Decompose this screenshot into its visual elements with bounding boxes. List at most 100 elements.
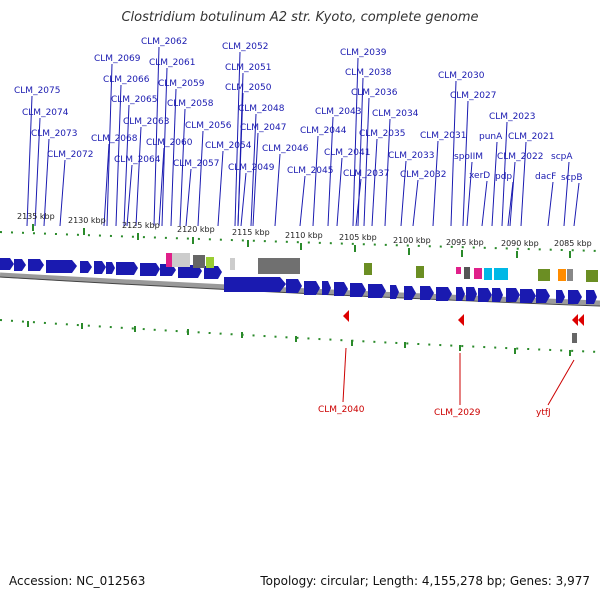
gene-arrow[interactable] (178, 265, 202, 278)
feature-box[interactable] (172, 253, 190, 267)
gene-arrow[interactable] (204, 266, 222, 279)
gene-label[interactable]: CLM_2066 (103, 75, 150, 85)
feature-box[interactable] (494, 268, 508, 280)
feature-box[interactable] (166, 253, 172, 267)
gene-arrow[interactable] (28, 259, 44, 271)
feature-box[interactable] (586, 270, 598, 282)
gene-arrow[interactable] (520, 289, 536, 303)
gene-arrow[interactable] (334, 282, 348, 296)
gene-arrow[interactable] (586, 290, 597, 304)
gene-label[interactable]: CLM_2031 (420, 131, 466, 141)
gene-label[interactable]: CLM_2057 (173, 159, 219, 169)
gene-label[interactable]: scpB (561, 173, 583, 183)
gene-label[interactable]: CLM_2073 (31, 129, 77, 139)
gene-arrow[interactable] (94, 261, 106, 274)
gene-arrow[interactable] (456, 287, 465, 301)
gene-label[interactable]: CLM_2022 (497, 152, 543, 162)
gene-arrow[interactable] (224, 277, 286, 292)
gene-arrow[interactable] (106, 262, 115, 274)
gene-label[interactable]: scpA (551, 152, 573, 162)
feature-box[interactable] (464, 267, 470, 279)
gene-label[interactable]: CLM_2034 (372, 109, 419, 119)
gene-label[interactable]: CLM_2075 (14, 86, 60, 96)
gene-label[interactable]: spoIIM (454, 152, 483, 162)
gene-arrow[interactable] (350, 283, 366, 297)
gene-label[interactable]: CLM_2023 (489, 112, 535, 122)
gene-label[interactable]: CLM_2036 (351, 88, 398, 98)
gene-label[interactable]: CLM_2054 (205, 141, 252, 151)
gene-label[interactable]: CLM_2045 (287, 166, 333, 176)
gene-label[interactable]: CLM_2050 (225, 83, 272, 93)
gene-label[interactable]: CLM_2058 (167, 99, 214, 109)
gene-arrow[interactable] (436, 287, 452, 301)
gene-label[interactable]: CLM_2037 (343, 169, 389, 179)
gene-label[interactable]: CLM_2069 (94, 54, 141, 64)
gene-label[interactable]: CLM_2072 (47, 150, 93, 160)
gene-label[interactable]: CLM_2021 (508, 132, 554, 142)
gene-label[interactable]: CLM_2063 (123, 117, 169, 127)
feature-box[interactable] (558, 269, 566, 281)
gene-arrow[interactable] (322, 281, 331, 295)
gene-label[interactable]: CLM_2074 (22, 108, 69, 118)
gene-arrow[interactable] (0, 258, 14, 270)
gene-arrow[interactable] (116, 262, 138, 275)
gene-label[interactable]: CLM_2041 (324, 148, 370, 158)
feature-box[interactable] (206, 257, 214, 268)
gene-label[interactable]: CLM_2047 (240, 123, 286, 133)
gene-label[interactable]: CLM_2061 (149, 58, 195, 68)
gene-label[interactable]: CLM_2048 (238, 104, 285, 114)
gene-label[interactable]: CLM_2030 (438, 71, 485, 81)
gene-label[interactable]: CLM_2051 (225, 63, 271, 73)
gene-label[interactable]: CLM_2046 (262, 144, 309, 154)
gene-arrow[interactable] (368, 284, 386, 298)
gene-label[interactable]: CLM_2064 (114, 155, 161, 165)
gene-label[interactable]: CLM_2049 (228, 163, 275, 173)
gene-label[interactable]: CLM_2035 (359, 129, 405, 139)
gene-label-reverse[interactable]: CLM_2029 (434, 408, 481, 418)
feature-box[interactable] (193, 255, 205, 268)
feature-box[interactable] (456, 267, 461, 274)
feature-box[interactable] (474, 268, 482, 279)
feature-box[interactable] (484, 268, 492, 280)
gene-arrow[interactable] (14, 259, 26, 271)
gene-arrow-reverse[interactable] (578, 314, 584, 326)
feature-box[interactable] (567, 269, 573, 281)
gene-label[interactable]: CLM_2062 (141, 37, 187, 47)
gene-label[interactable]: pdp (495, 172, 512, 182)
gene-label-reverse[interactable]: ytfJ (536, 408, 551, 418)
feature-box[interactable] (538, 269, 550, 281)
gene-label[interactable]: CLM_2043 (315, 107, 361, 117)
gene-arrow[interactable] (390, 285, 399, 299)
gene-label[interactable]: CLM_2060 (146, 138, 193, 148)
gene-label[interactable]: CLM_2052 (222, 42, 268, 52)
gene-arrow[interactable] (492, 288, 503, 302)
gene-arrow[interactable] (46, 260, 77, 273)
gene-arrow[interactable] (80, 261, 92, 273)
gene-arrow-reverse[interactable] (458, 314, 464, 326)
gene-arrow[interactable] (304, 281, 320, 295)
feature-box[interactable] (364, 263, 372, 275)
feature-box[interactable] (572, 333, 577, 343)
gene-arrow[interactable] (506, 288, 520, 302)
gene-label[interactable]: xerD (469, 171, 490, 181)
gene-label[interactable]: CLM_2065 (111, 95, 157, 105)
gene-arrow[interactable] (140, 263, 160, 276)
gene-label[interactable]: CLM_2032 (400, 170, 446, 180)
gene-arrow-reverse[interactable] (343, 310, 349, 322)
gene-label[interactable]: dacF (535, 172, 556, 182)
gene-arrow[interactable] (568, 290, 582, 304)
gene-arrow[interactable] (556, 290, 565, 303)
gene-arrow[interactable] (404, 286, 416, 300)
gene-label-reverse[interactable]: CLM_2040 (318, 405, 365, 415)
gene-label[interactable]: CLM_2039 (340, 48, 387, 58)
feature-box[interactable] (230, 258, 235, 270)
gene-label[interactable]: CLM_2056 (185, 121, 232, 131)
gene-arrow[interactable] (420, 286, 434, 300)
gene-label[interactable]: CLM_2059 (158, 79, 205, 89)
gene-arrow[interactable] (466, 287, 477, 301)
feature-box[interactable] (258, 258, 300, 274)
gene-label[interactable]: CLM_2044 (300, 126, 347, 136)
gene-arrow-reverse[interactable] (572, 314, 578, 326)
gene-label[interactable]: CLM_2027 (450, 91, 496, 101)
gene-arrow[interactable] (536, 289, 550, 303)
